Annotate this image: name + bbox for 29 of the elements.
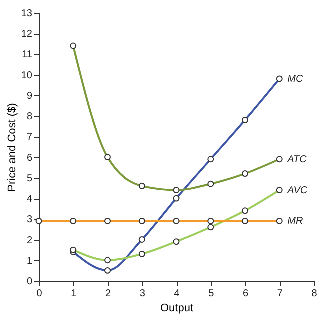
x-tick-label: 2 <box>105 288 112 300</box>
y-tick-label: 3 <box>26 214 33 226</box>
x-tick-label: 3 <box>140 288 146 300</box>
y-tick-label: 10 <box>21 70 33 82</box>
x-tick-label: 5 <box>208 288 215 300</box>
y-tick-label: 13 <box>21 8 33 20</box>
x-axis-title: Output <box>160 302 194 314</box>
y-tick-label: 5 <box>26 173 33 184</box>
y-tick-label: 11 <box>22 50 33 61</box>
y-tick-label: 2 <box>26 235 33 246</box>
y-tick-label: 7 <box>26 132 33 144</box>
x-tick-label: 7 <box>277 288 284 300</box>
series-label: ATC <box>286 154 308 166</box>
y-tick-label: 6 <box>26 152 33 164</box>
y-tick-label: 0 <box>26 276 33 288</box>
y-tick-label: 4 <box>26 194 33 206</box>
series-label: MR <box>288 216 304 228</box>
series-label: MC <box>288 74 304 85</box>
y-axis-title: Price and Cost ($) <box>6 103 18 192</box>
y-tick-label: 1 <box>26 256 33 267</box>
x-tick-label: 0 <box>36 288 43 300</box>
y-tick-label: 12 <box>21 29 33 40</box>
series-label: AVC <box>286 185 308 196</box>
y-tick-label: 8 <box>26 112 33 123</box>
y-tick-label: 9 <box>26 90 33 102</box>
x-tick-label: 8 <box>312 288 318 300</box>
x-tick-label: 4 <box>174 288 180 300</box>
x-tick-label: 1 <box>71 288 78 300</box>
x-tick-label: 6 <box>242 288 249 300</box>
